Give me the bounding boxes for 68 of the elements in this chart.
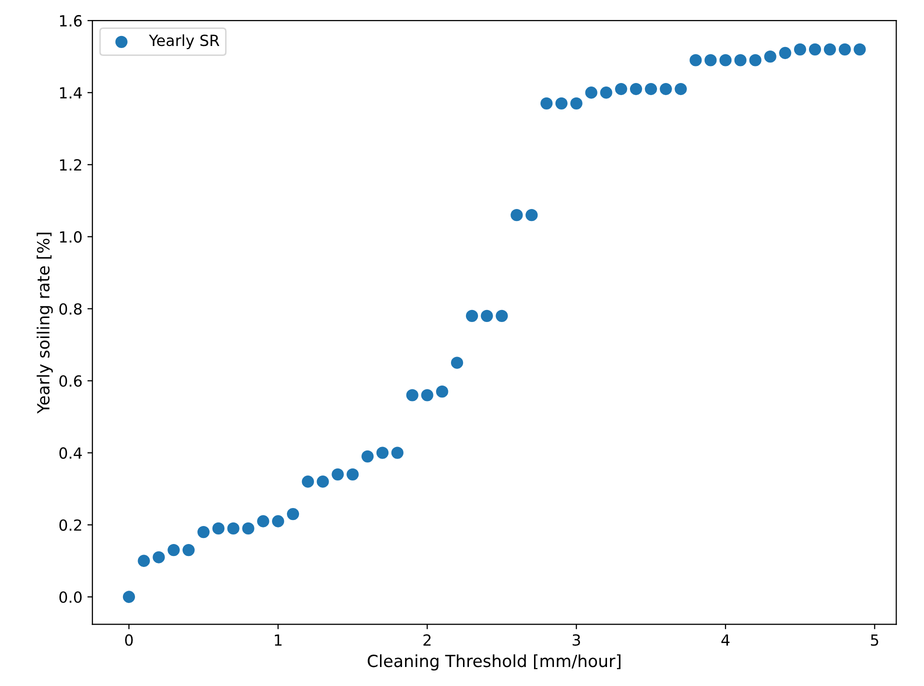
point bbox=[734, 54, 746, 66]
point bbox=[286, 508, 300, 520]
point bbox=[690, 54, 702, 66]
y-tick-label: 1.2 bbox=[60, 159, 82, 170]
y-tick-label: 0.4 bbox=[59, 447, 82, 459]
point bbox=[749, 54, 762, 66]
point bbox=[212, 522, 224, 535]
point bbox=[450, 356, 464, 369]
point bbox=[764, 50, 776, 63]
x-tick-label: 5 bbox=[870, 634, 878, 646]
point bbox=[854, 43, 866, 56]
point bbox=[272, 515, 284, 528]
point bbox=[197, 526, 210, 538]
point bbox=[421, 389, 434, 402]
point bbox=[257, 515, 270, 528]
x-tick-label: 1 bbox=[274, 634, 282, 646]
point bbox=[302, 476, 314, 488]
point bbox=[152, 551, 165, 564]
point bbox=[346, 468, 359, 480]
point bbox=[496, 310, 508, 322]
y-tick-label: 0.8 bbox=[59, 303, 82, 315]
y-tick-label: 0.0 bbox=[59, 591, 82, 603]
point bbox=[824, 43, 836, 56]
point bbox=[510, 209, 523, 222]
point bbox=[138, 554, 150, 567]
y-tick-label: 0.2 bbox=[59, 519, 82, 531]
y-tick-label: 1.0 bbox=[60, 231, 82, 243]
point bbox=[585, 86, 598, 99]
y-tick-label: 1.6 bbox=[60, 15, 82, 27]
point bbox=[540, 97, 553, 110]
y-axis-title: Yearly soiling rate [%] bbox=[36, 232, 53, 414]
point bbox=[674, 82, 687, 96]
point bbox=[436, 386, 448, 398]
point bbox=[168, 544, 180, 556]
point bbox=[615, 82, 628, 96]
point bbox=[644, 82, 658, 96]
point bbox=[391, 446, 404, 459]
point bbox=[526, 209, 538, 222]
point bbox=[660, 82, 672, 96]
point bbox=[630, 82, 642, 96]
point bbox=[242, 522, 254, 535]
point bbox=[361, 450, 374, 462]
x-tick-label: 0 bbox=[125, 634, 133, 646]
point bbox=[406, 389, 418, 402]
point bbox=[376, 446, 389, 459]
point bbox=[808, 43, 822, 56]
point bbox=[570, 97, 582, 110]
point bbox=[719, 54, 732, 66]
x-tick-label: 4 bbox=[721, 634, 730, 646]
point bbox=[122, 590, 136, 603]
y-tick-label: 1.4 bbox=[60, 87, 82, 98]
x-axis-title: Cleaning Threshold [mm/hour] bbox=[368, 654, 620, 670]
point bbox=[316, 476, 329, 488]
point bbox=[838, 43, 851, 56]
point bbox=[227, 522, 240, 535]
point bbox=[480, 310, 493, 322]
point bbox=[600, 86, 612, 99]
x-tick-label: 2 bbox=[423, 634, 431, 646]
legend-label: Yearly SR bbox=[148, 34, 220, 50]
point bbox=[332, 468, 344, 480]
point bbox=[794, 43, 806, 56]
point bbox=[779, 46, 792, 60]
y-tick-label: 0.6 bbox=[59, 375, 82, 387]
point bbox=[704, 54, 717, 66]
x-tick-label: 3 bbox=[572, 634, 580, 646]
point bbox=[466, 310, 478, 322]
point bbox=[182, 544, 195, 556]
point bbox=[555, 97, 568, 110]
